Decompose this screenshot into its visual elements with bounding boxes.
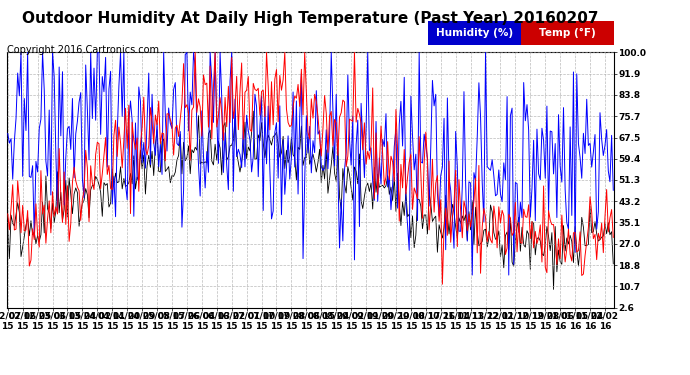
- Bar: [521, 21, 614, 45]
- Text: Outdoor Humidity At Daily High Temperature (Past Year) 20160207: Outdoor Humidity At Daily High Temperatu…: [22, 11, 599, 26]
- Bar: [428, 21, 521, 45]
- Text: Humidity (%): Humidity (%): [436, 28, 513, 38]
- Text: Copyright 2016 Cartronics.com: Copyright 2016 Cartronics.com: [7, 45, 159, 55]
- Text: Temp (°F): Temp (°F): [539, 28, 596, 38]
